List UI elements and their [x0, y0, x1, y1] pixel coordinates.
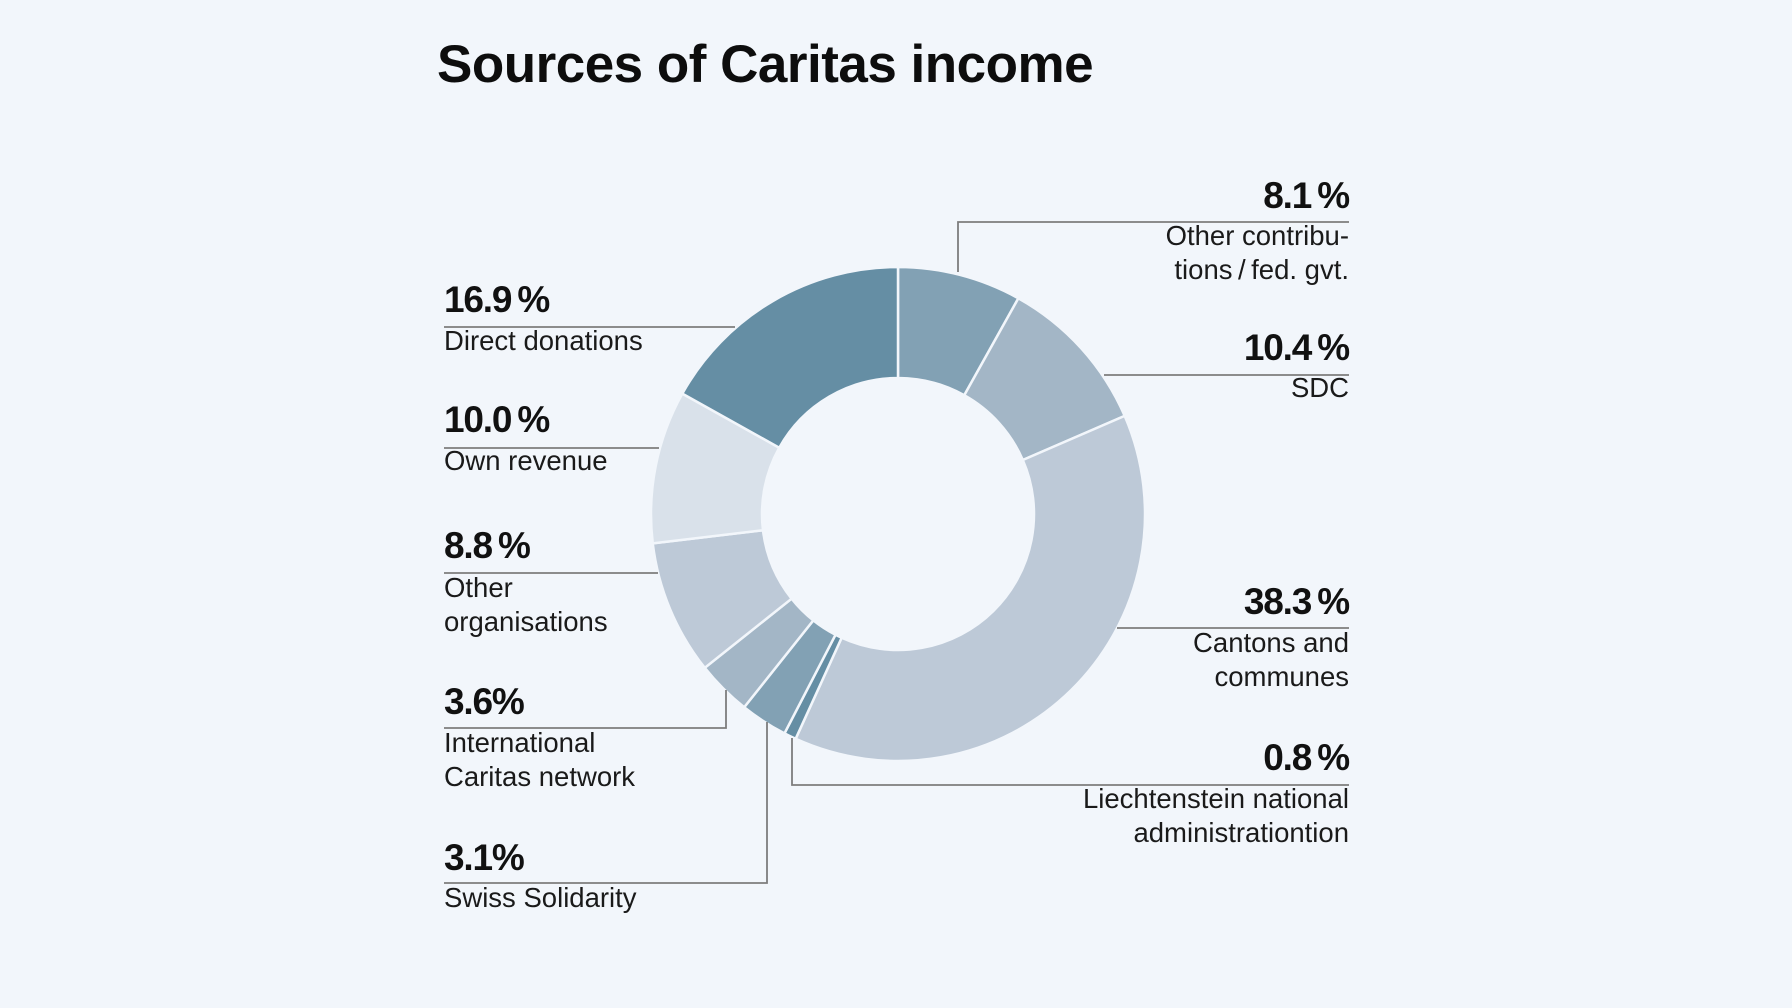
value-label-direct-donations: 16.9 % [444, 279, 549, 320]
category-label-liechtenstein: Liechtenstein national [1083, 783, 1349, 814]
leader-line-other-contrib [957, 221, 1349, 272]
value-label-other-orgs: 8.8 % [444, 525, 530, 566]
category-label-own-revenue: Own revenue [444, 445, 608, 476]
leader-lines [444, 221, 1349, 884]
value-label-sdc: 10.4 % [1244, 327, 1349, 368]
slice-direct-donations [680, 265, 900, 450]
category-label-sdc: SDC [1291, 372, 1349, 403]
category-label-other-orgs: Other [444, 572, 513, 603]
category-label-direct-donations: Direct donations [444, 325, 643, 356]
category-label-cantons: communes [1215, 661, 1350, 692]
category-label-other-orgs: organisations [444, 606, 608, 637]
category-label-swiss-solidarity: Swiss Solidarity [444, 882, 637, 913]
leader-line-intl-caritas [444, 690, 727, 729]
donut-slices [649, 265, 1147, 763]
leader-line-swiss-solidarity [444, 722, 768, 884]
value-label-swiss-solidarity: 3.1% [444, 837, 524, 878]
chart-title: Sources of Caritas income [437, 35, 1093, 94]
category-label-other-contrib: Other contribu- [1166, 220, 1349, 251]
category-label-intl-caritas: International [444, 727, 595, 758]
category-label-intl-caritas: Caritas network [444, 761, 635, 792]
value-label-other-contrib: 8.1 % [1263, 175, 1349, 216]
leader-line-liechtenstein [791, 738, 1349, 786]
category-label-other-contrib: tions / fed. gvt. [1174, 254, 1349, 285]
value-label-intl-caritas: 3.6% [444, 681, 524, 722]
slice-labels: 8.1 % Other contribu-tions / fed. gvt. 10.… [444, 175, 1350, 913]
category-label-liechtenstein: administrationtion [1133, 817, 1349, 848]
slice-cantons [793, 414, 1147, 763]
value-label-own-revenue: 10.0 % [444, 399, 549, 440]
value-label-cantons: 38.3 % [1244, 581, 1349, 622]
value-label-liechtenstein: 0.8 % [1263, 737, 1349, 778]
category-label-cantons: Cantons and [1193, 627, 1349, 658]
